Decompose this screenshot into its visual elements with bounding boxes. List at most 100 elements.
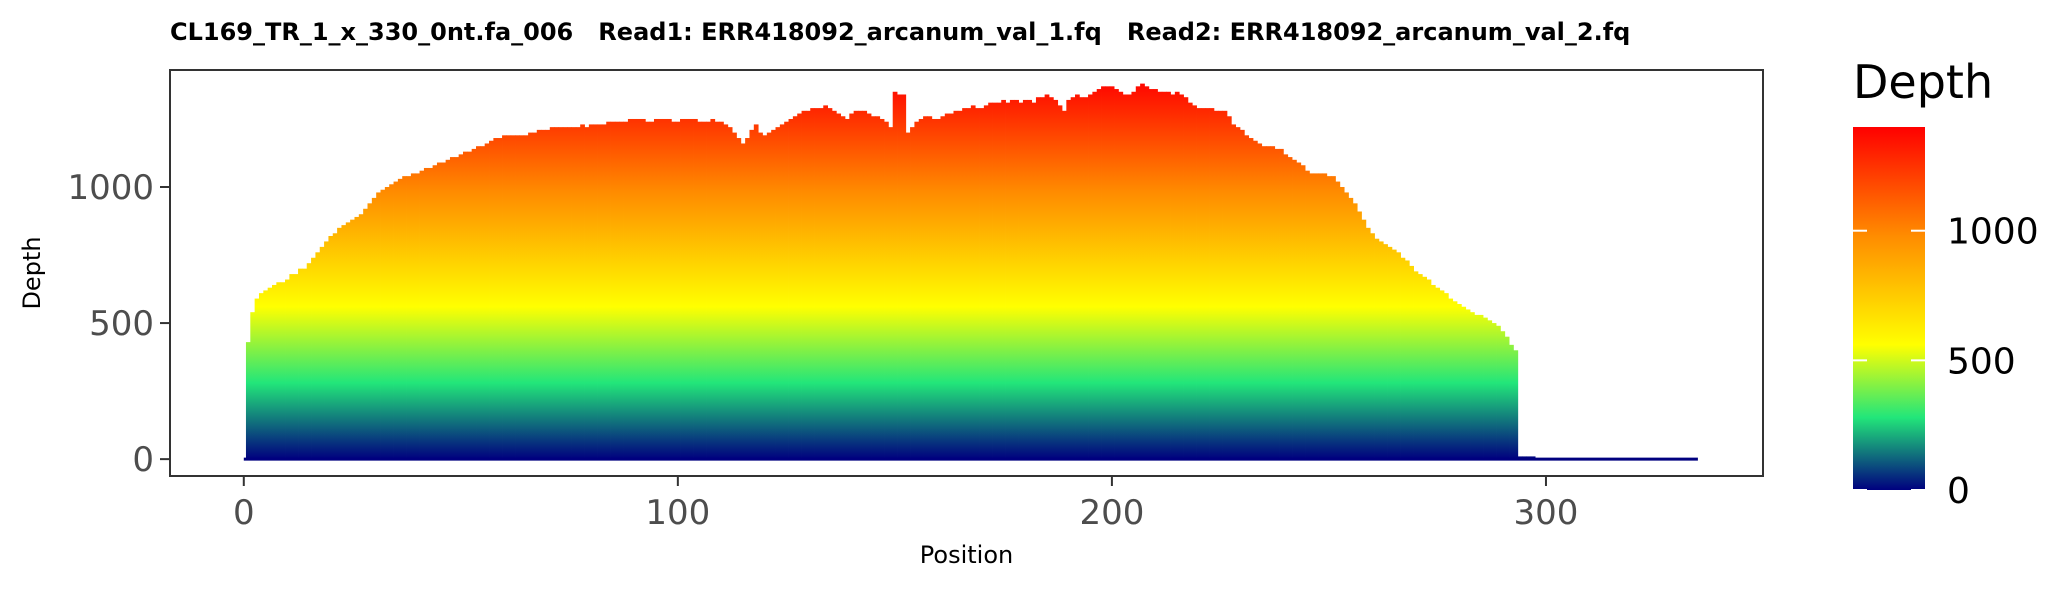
depth-bar xyxy=(910,127,915,460)
depth-bar xyxy=(866,113,872,460)
depth-bar xyxy=(441,162,447,460)
depth-bar xyxy=(315,252,321,460)
depth-bar xyxy=(857,110,863,460)
depth-bar xyxy=(1035,97,1041,460)
depth-bar xyxy=(393,181,399,460)
depth-bar xyxy=(1274,148,1280,460)
depth-bar xyxy=(454,157,460,460)
depth-bar xyxy=(406,176,412,460)
y-tick-label: 0 xyxy=(132,440,154,480)
depth-bar xyxy=(1339,187,1345,460)
depth-bar xyxy=(831,110,837,460)
depth-bar xyxy=(823,105,828,460)
depth-bar xyxy=(1083,97,1089,460)
depth-bar xyxy=(1153,89,1158,460)
depth-bar xyxy=(988,102,993,460)
depth-bar xyxy=(1018,102,1024,460)
depth-bar xyxy=(640,118,646,460)
depth-bar xyxy=(944,113,950,460)
depth-bar xyxy=(1283,154,1289,460)
depth-bar xyxy=(1183,97,1189,460)
depth-bar xyxy=(1127,94,1132,460)
depth-bar xyxy=(1279,148,1284,460)
depth-bar xyxy=(996,102,1002,460)
depth-bar xyxy=(567,127,572,460)
depth-bar xyxy=(1157,91,1163,460)
depth-bar xyxy=(337,227,342,460)
depth-bar xyxy=(415,173,420,460)
depth-bar xyxy=(1092,91,1098,460)
depth-bar xyxy=(432,165,438,460)
depth-bar xyxy=(1114,89,1119,460)
depth-bar xyxy=(1088,94,1093,460)
x-tick-label: 200 xyxy=(1079,493,1144,533)
y-tick-label: 500 xyxy=(89,304,154,344)
depth-bar xyxy=(844,118,850,460)
depth-bar xyxy=(1118,91,1124,460)
depth-bar xyxy=(367,203,373,460)
depth-bar xyxy=(1439,290,1445,460)
depth-bar xyxy=(766,132,772,460)
x-tick-label: 100 xyxy=(645,493,710,533)
depth-bar xyxy=(371,197,377,460)
depth-bar xyxy=(584,127,590,460)
depth-bar xyxy=(992,102,998,460)
depth-bar xyxy=(1144,86,1150,460)
depth-bar xyxy=(1122,94,1128,460)
depth-bar xyxy=(1404,260,1410,460)
depth-bar xyxy=(1352,203,1358,460)
depth-bar xyxy=(1057,105,1063,460)
depth-bar xyxy=(1187,102,1193,460)
depth-bar xyxy=(1066,99,1072,460)
depth-bar xyxy=(1378,241,1384,460)
depth-bar xyxy=(701,121,707,460)
depth-bar xyxy=(1148,89,1154,460)
depth-bar xyxy=(575,127,581,460)
depth-bar xyxy=(1478,314,1484,460)
y-axis: 0 500 1000 xyxy=(67,168,170,480)
depth-bar xyxy=(1296,162,1302,460)
depth-bar xyxy=(324,241,329,460)
depth-bar xyxy=(423,167,429,460)
depth-bar xyxy=(532,132,538,460)
depth-bar xyxy=(1252,140,1258,460)
depth-bar xyxy=(549,127,555,460)
depth-bar xyxy=(311,257,316,460)
depth-bar xyxy=(871,116,876,460)
depth-bar xyxy=(272,284,277,460)
depth-bar xyxy=(389,184,394,460)
depth-bar xyxy=(319,246,325,460)
color-legend: Depth 0 500 1000 xyxy=(1853,55,2039,512)
depth-bar xyxy=(779,124,785,460)
depth-bar xyxy=(1500,331,1506,460)
depth-bar xyxy=(1422,276,1427,460)
depth-bar xyxy=(983,105,989,460)
depth-bar xyxy=(1179,94,1184,460)
depth-bar xyxy=(1053,99,1059,460)
depth-bar xyxy=(892,91,898,460)
x-axis: 0 100 200 300 xyxy=(233,476,1578,533)
depth-bar xyxy=(719,121,724,460)
depth-bar xyxy=(449,157,455,460)
depth-bar xyxy=(1326,176,1332,460)
depth-bar xyxy=(1170,94,1176,460)
depth-bar xyxy=(519,135,525,460)
depth-bar xyxy=(536,129,542,460)
depth-bar xyxy=(1022,99,1028,460)
depth-bar xyxy=(293,274,299,460)
depth-bar xyxy=(962,108,967,460)
depth-bar xyxy=(1105,86,1111,460)
depth-bar xyxy=(1140,83,1145,460)
depth-bar xyxy=(610,121,616,460)
depth-bar xyxy=(801,110,807,460)
legend-tick-label: 0 xyxy=(1947,471,1970,512)
depth-bar xyxy=(302,268,308,460)
depth-bar xyxy=(1426,279,1432,460)
depth-bar xyxy=(1200,108,1206,460)
depth-bar xyxy=(853,110,859,460)
depth-bar xyxy=(1496,325,1501,460)
depth-bar xyxy=(541,129,546,460)
depth-bar xyxy=(1231,124,1237,460)
depth-bar xyxy=(1226,116,1232,460)
depth-bar xyxy=(1196,108,1202,460)
